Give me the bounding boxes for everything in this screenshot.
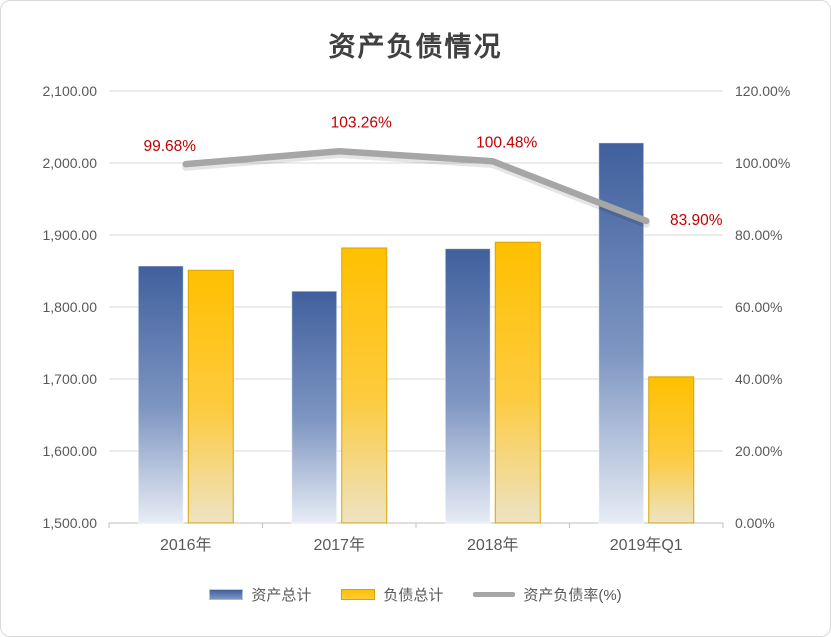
chart-title: 资产负债情况 [328, 32, 503, 62]
legend-swatch-debt-ratio [473, 592, 516, 597]
line-data-label: 83.90% [670, 212, 723, 229]
legend-label: 负债总计 [383, 587, 444, 604]
legend-item-total-liabilities: 负债总计 [341, 584, 443, 605]
line-data-label: 99.68% [143, 138, 196, 155]
legend-label: 资产总计 [251, 587, 312, 604]
right-axis-tick-label: 40.00% [735, 371, 782, 387]
line-data-label: 100.48% [476, 134, 537, 151]
legend-item-total-assets: 资产总计 [209, 584, 311, 605]
bar-total-assets [444, 248, 491, 524]
legend-swatch-total-liabilities [341, 589, 376, 600]
right-axis-tick-label: 60.00% [735, 299, 782, 315]
bar-total-liabilities [648, 376, 695, 524]
legend-swatch-total-assets [209, 589, 244, 600]
line-data-label: 103.26% [331, 114, 392, 131]
bar-total-liabilities [341, 247, 388, 524]
x-axis-category-label: 2018年 [467, 536, 519, 554]
bar-total-assets [291, 290, 338, 524]
right-axis-tick-label: 20.00% [735, 443, 782, 459]
bar-total-assets [137, 265, 184, 524]
left-axis-tick-label: 1,900.00 [43, 227, 98, 243]
x-axis-category-label: 2017年 [313, 536, 365, 554]
legend-item-debt-ratio: 资产负债率(%) [473, 584, 622, 605]
x-axis-category-label: 2016年 [160, 536, 212, 554]
bar-total-liabilities [494, 241, 541, 524]
bar-total-liabilities [187, 269, 234, 524]
left-axis-tick-label: 1,600.00 [43, 443, 98, 459]
legend-label: 资产负债率(%) [523, 587, 622, 604]
left-axis-tick-label: 2,100.00 [43, 83, 98, 99]
line-debt-ratio [182, 148, 650, 225]
chart-legend: 资产总计 负债总计 资产负债率(%) [1, 584, 830, 605]
x-axis-category-label: 2019年Q1 [610, 536, 683, 554]
right-axis-tick-label: 120.00% [735, 83, 790, 99]
right-axis-tick-label: 100.00% [735, 155, 790, 171]
line-shadow [182, 150, 650, 228]
left-axis-tick-label: 1,800.00 [43, 299, 98, 315]
right-axis-tick-label: 80.00% [735, 227, 782, 243]
left-axis-tick-label: 1,500.00 [43, 515, 98, 531]
left-axis-tick-label: 2,000.00 [43, 155, 98, 171]
left-axis-tick-label: 1,700.00 [43, 371, 98, 387]
right-axis-tick-label: 0.00% [735, 515, 775, 531]
bar-total-assets [598, 142, 645, 524]
